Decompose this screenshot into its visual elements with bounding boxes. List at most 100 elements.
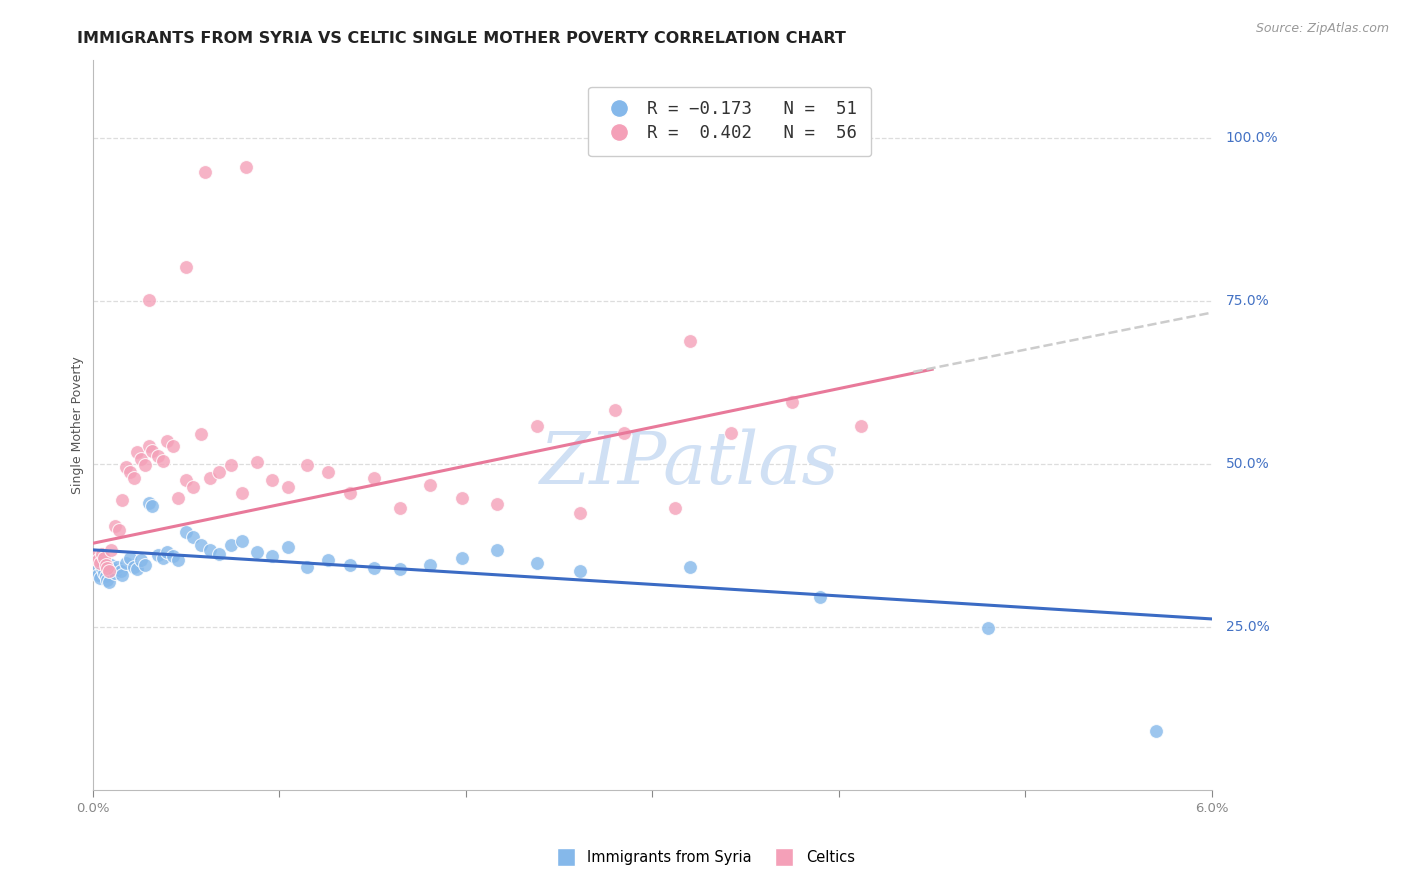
Point [198, 471, 221, 485]
Point [174, 525, 197, 540]
Point [174, 260, 197, 274]
Point [568, 565, 591, 579]
Point [146, 449, 169, 463]
Point [138, 438, 160, 452]
Point [105, 559, 128, 574]
Point [977, 621, 1000, 635]
Point [162, 549, 184, 564]
Point [156, 434, 179, 448]
Point [389, 501, 412, 516]
Point [181, 530, 204, 544]
Point [138, 293, 160, 307]
Point [316, 465, 339, 479]
Point [122, 559, 145, 574]
Point [193, 165, 215, 179]
Point [198, 542, 221, 557]
Point [235, 160, 257, 174]
Point [526, 419, 548, 434]
Point [295, 458, 318, 472]
Point [134, 558, 156, 572]
Point [111, 567, 134, 582]
Point [339, 486, 361, 500]
Point [277, 540, 299, 554]
Point [295, 559, 318, 574]
Point [122, 471, 145, 485]
Point [208, 547, 231, 561]
Point [208, 465, 231, 479]
Point [89, 571, 111, 585]
Point [156, 545, 179, 559]
Point [129, 451, 152, 466]
Point [152, 453, 174, 467]
Point [678, 559, 700, 574]
Point [678, 334, 700, 349]
Point [363, 561, 385, 575]
Point [486, 497, 509, 511]
Point [664, 501, 686, 516]
Point [181, 480, 204, 494]
Text: Source: ZipAtlas.com: Source: ZipAtlas.com [1256, 22, 1389, 36]
Point [260, 549, 283, 564]
Point [231, 486, 253, 500]
Point [115, 556, 138, 570]
Point [101, 562, 124, 576]
Point [780, 395, 803, 409]
Point [231, 533, 253, 548]
Text: 50.0%: 50.0% [1226, 457, 1270, 471]
Point [129, 553, 152, 567]
Point [389, 562, 412, 576]
Point [260, 473, 283, 487]
Point [96, 561, 118, 575]
Point [613, 425, 636, 440]
Point [219, 458, 242, 472]
Point [190, 538, 212, 552]
Point [486, 542, 509, 557]
Point [96, 573, 118, 587]
Point [127, 445, 149, 459]
Text: 75.0%: 75.0% [1226, 293, 1270, 308]
Point [127, 562, 149, 576]
Legend: Immigrants from Syria, Celtics: Immigrants from Syria, Celtics [546, 845, 860, 871]
Point [451, 491, 474, 505]
Text: IMMIGRANTS FROM SYRIA VS CELTIC SINGLE MOTHER POVERTY CORRELATION CHART: IMMIGRANTS FROM SYRIA VS CELTIC SINGLE M… [77, 31, 846, 46]
Y-axis label: Single Mother Poverty: Single Mother Poverty [72, 356, 84, 493]
Point [146, 548, 169, 562]
Point [94, 558, 117, 572]
Point [98, 575, 121, 590]
Point [87, 553, 110, 567]
Point [152, 551, 174, 566]
Point [277, 480, 299, 494]
Point [526, 556, 548, 570]
Point [363, 471, 385, 485]
Point [104, 518, 127, 533]
Point [94, 569, 117, 583]
Point [118, 465, 141, 479]
Point [111, 492, 134, 507]
Point [568, 506, 591, 520]
Point [167, 553, 190, 567]
Point [107, 523, 129, 537]
Point [110, 564, 132, 578]
Point [720, 425, 742, 440]
Point [134, 458, 156, 472]
Point [89, 556, 111, 570]
Text: 25.0%: 25.0% [1226, 620, 1270, 634]
Point [246, 455, 269, 469]
Point [451, 551, 474, 566]
Point [419, 477, 441, 491]
Point [339, 558, 361, 572]
Point [419, 558, 441, 572]
Point [104, 566, 127, 581]
Point [162, 438, 184, 452]
Point [316, 553, 339, 567]
Point [808, 591, 831, 605]
Point [219, 538, 242, 552]
Point [100, 542, 122, 557]
Point [84, 565, 107, 579]
Point [100, 558, 122, 572]
Point [1144, 724, 1167, 739]
Point [141, 443, 163, 458]
Point [115, 460, 138, 475]
Point [851, 419, 873, 434]
Point [603, 403, 626, 417]
